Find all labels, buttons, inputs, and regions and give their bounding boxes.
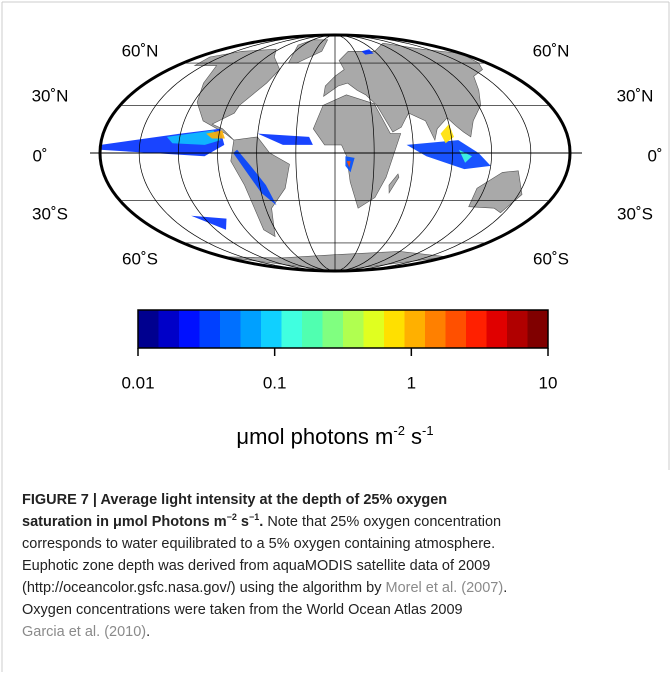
intensity-patch: [406, 140, 491, 170]
caption-text: s: [236, 514, 249, 530]
colorbar-swatch: [179, 310, 200, 348]
colorbar-tick-label: 10: [539, 373, 558, 392]
latitude-label: 60˚S: [533, 249, 569, 268]
colorbar-tick-label: 1: [407, 373, 416, 392]
latitude-label: 0˚: [647, 146, 662, 165]
caption-line: Garcia et al. (2010).: [22, 621, 507, 643]
colorbar-swatch: [527, 310, 549, 348]
intensity-patch: [440, 124, 454, 144]
colorbar-tick-label: 0.1: [263, 373, 287, 392]
caption-line: FIGURE 7 | Average light intensity at th…: [22, 489, 507, 511]
caption-line: saturation in μmol Photons m−2 s−1. Note…: [22, 511, 507, 533]
unit-exp: -1: [422, 423, 434, 438]
caption-text: .: [503, 580, 508, 596]
caption-text: .: [146, 624, 151, 640]
caption-text: (http://oceancolor.gsfc.nasa.gov/) using…: [22, 580, 386, 596]
caption-text: FIGURE 7 | Average light intensity at th…: [22, 492, 448, 508]
colorbar-swatch: [158, 310, 180, 348]
caption-text: .: [259, 514, 264, 530]
colorbar: 0.01 0.1 1 10: [121, 309, 558, 392]
colorbar-swatch: [404, 310, 426, 348]
latitude-label: 60˚N: [122, 41, 159, 60]
caption-text: Oxygen concentrations were taken from th…: [22, 602, 463, 618]
colorbar-swatch: [322, 310, 344, 348]
intensity-patch: [206, 130, 225, 139]
land: [468, 170, 523, 214]
caption-text: Euphotic zone depth was derived from aqu…: [22, 558, 491, 574]
caption-line: Oxygen concentrations were taken from th…: [22, 599, 507, 621]
colorbar-swatch: [466, 310, 487, 348]
land: [193, 48, 281, 141]
map: 60˚N 60˚N 30˚N 30˚N 0˚ 0˚ 30˚S 30˚S 60˚S 60˚S: [32, 33, 663, 273]
caption-text: −2: [226, 512, 237, 530]
unit-label: μmol photons m-2 s-1: [236, 423, 433, 449]
latitude-label: 60˚S: [122, 249, 158, 268]
caption-line: corresponds to water equilibrated to a 5…: [22, 533, 507, 555]
caption-line: (http://oceancolor.gsfc.nasa.gov/) using…: [22, 577, 507, 599]
caption-text[interactable]: Garcia et al. (2010): [22, 624, 147, 640]
caption-text: −2: [226, 512, 237, 523]
colorbar-swatch: [425, 310, 446, 348]
caption-text: −1: [249, 512, 260, 530]
latitude-label: 60˚N: [533, 41, 570, 60]
latitude-label: 0˚: [32, 146, 47, 165]
colorbar-swatch: [486, 310, 508, 348]
latitude-label: 30˚S: [617, 204, 653, 223]
latitude-label: 30˚N: [617, 86, 654, 105]
colorbar-outline: [137, 309, 549, 349]
colorbar-swatch: [343, 310, 364, 348]
latitude-label: 30˚S: [32, 204, 68, 223]
colorbar-swatch: [302, 310, 323, 348]
caption-text[interactable]: Morel et al. (2007): [385, 580, 504, 596]
map-outline: [98, 33, 572, 273]
colorbar-swatch: [240, 310, 262, 348]
colorbar-swatch: [384, 310, 405, 348]
caption-text: corresponds to water equilibrated to a 5…: [22, 536, 496, 552]
intensity-patch: [233, 149, 277, 206]
unit-text: μmol photons m: [236, 424, 393, 449]
caption-line: Euphotic zone depth was derived from aqu…: [22, 555, 507, 577]
unit-text: s: [405, 424, 422, 449]
colorbar-swatch: [261, 310, 282, 348]
colorbar-swatch: [281, 310, 303, 348]
colorbar-swatch: [507, 310, 528, 348]
colorbar-swatch: [445, 310, 467, 348]
caption: FIGURE 7 | Average light intensity at th…: [22, 489, 507, 643]
caption-text: saturation in μmol Photons m: [22, 514, 227, 530]
colorbar-tick-label: 0.01: [121, 373, 154, 392]
colorbar-swatch: [199, 310, 221, 348]
intensity-patch: [361, 49, 374, 55]
unit-exp: -2: [393, 423, 405, 438]
intensity-patch: [346, 161, 351, 168]
intensity-patch: [257, 133, 313, 145]
land: [388, 173, 400, 194]
colorbar-swatch: [138, 310, 159, 348]
colorbar-swatch: [220, 310, 241, 348]
caption-text: −1: [249, 512, 260, 523]
caption-text: Note that 25% oxygen concentration: [263, 514, 502, 530]
intensity-patch: [345, 156, 355, 173]
colorbar-swatch: [363, 310, 385, 348]
latitude-label: 30˚N: [32, 86, 69, 105]
